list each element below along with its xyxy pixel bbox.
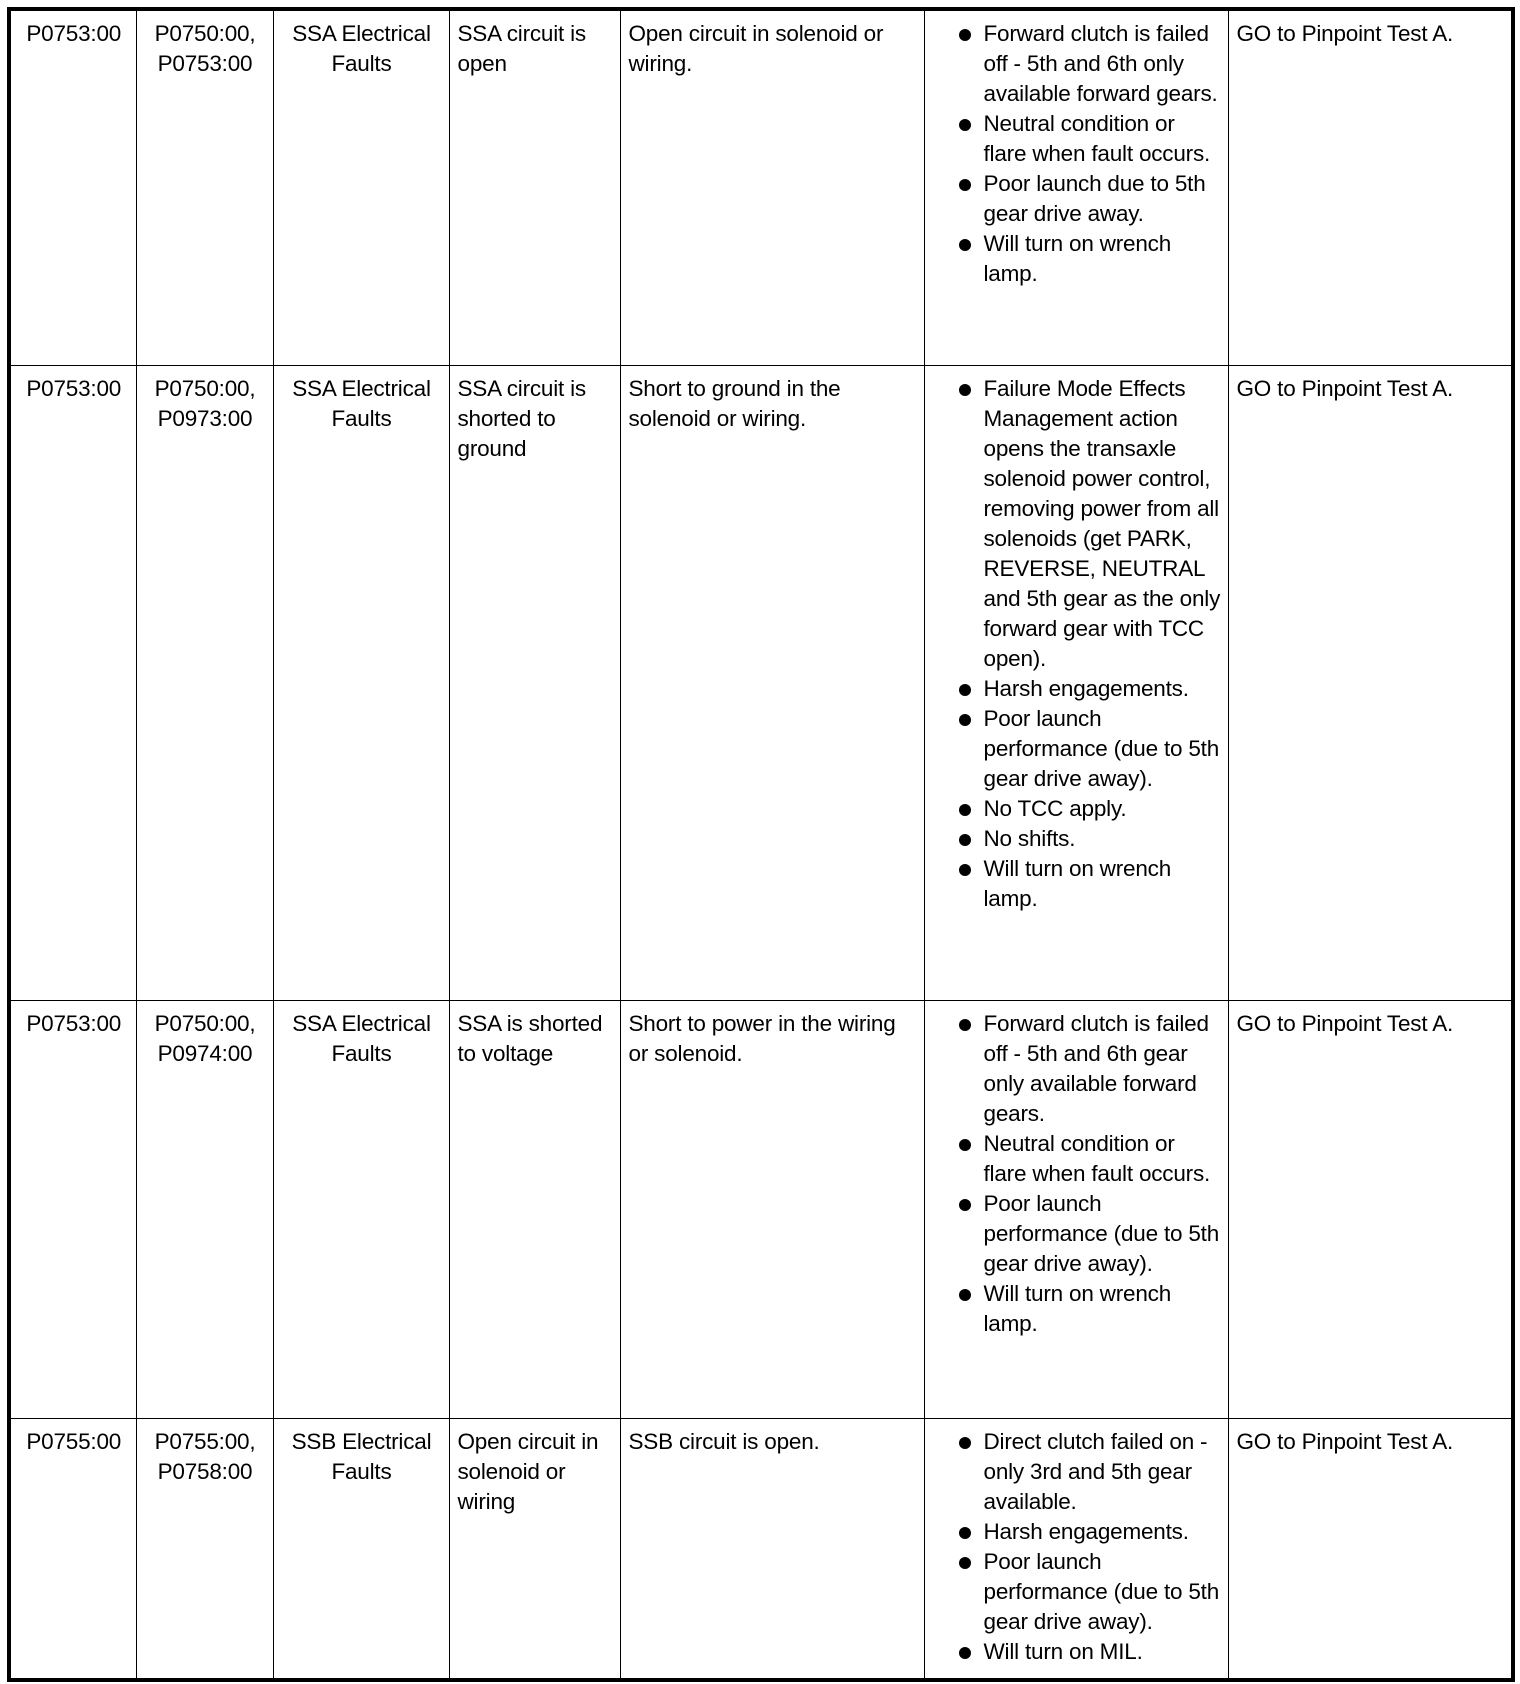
- symptom-item: Poor launch due to 5th gear drive away.: [933, 169, 1221, 229]
- related-code: P0750:00,: [154, 375, 256, 401]
- table-row: P0753:00 P0750:00, P0974:00 SSA Electrical …: [8, 999, 1514, 1419]
- symptom-item: Neutral condition or flare when fault oc…: [933, 109, 1221, 169]
- action-cell: GO to Pinpoint Test A.: [1227, 8, 1514, 366]
- dtc-code: P0753:00: [26, 1010, 122, 1036]
- symptom-item: Neutral condition or flare when fault oc…: [933, 1129, 1221, 1189]
- cause: Short to ground in the solenoid or wirin…: [628, 375, 841, 431]
- related-codes-cell: P0750:00, P0753:00: [135, 8, 274, 366]
- category-cell: SSA Electrical Faults: [272, 999, 450, 1419]
- symptoms-cell: Direct clutch failed on - only 3rd and 5…: [923, 1417, 1229, 1681]
- symptom-item: Poor launch performance (due to 5th gear…: [933, 1189, 1221, 1279]
- condition-cell: SSA circuit is shorted to ground: [448, 364, 621, 1001]
- condition-cell: Open circuit in solenoid or wiring: [448, 1417, 621, 1681]
- category: SSA Electrical Faults: [292, 375, 431, 431]
- cause: Open circuit in solenoid or wiring.: [628, 21, 884, 76]
- action: GO to Pinpoint Test A.: [1236, 1428, 1454, 1454]
- action: GO to Pinpoint Test A.: [1236, 1010, 1454, 1036]
- cause-cell: Open circuit in solenoid or wiring.: [619, 8, 925, 366]
- related-codes-cell: P0750:00, P0973:00: [135, 364, 274, 1001]
- related-codes-cell: P0750:00, P0974:00: [135, 999, 274, 1419]
- symptom-item: Poor launch performance (due to 5th gear…: [933, 1547, 1221, 1637]
- symptom-item: Direct clutch failed on - only 3rd and 5…: [933, 1427, 1221, 1517]
- related-code: P0755:00,: [154, 1428, 256, 1454]
- symptom-item: Harsh engagements.: [933, 1517, 1221, 1547]
- condition-cell: SSA is shorted to voltage: [448, 999, 621, 1419]
- category-cell: SSA Electrical Faults: [272, 364, 450, 1001]
- condition: SSA circuit is shorted to ground: [457, 375, 587, 461]
- action-cell: GO to Pinpoint Test A.: [1227, 1417, 1514, 1681]
- category: SSA Electrical Faults: [292, 1010, 431, 1066]
- condition-cell: SSA circuit is open: [448, 8, 621, 366]
- related-code: P0750:00,: [154, 21, 256, 46]
- symptom-item: Will turn on wrench lamp.: [933, 854, 1221, 914]
- condition: SSA circuit is open: [457, 21, 587, 76]
- table-row: P0753:00 P0750:00, P0753:00 SSA Electrical …: [8, 8, 1514, 366]
- category: SSB Electrical Faults: [291, 1428, 432, 1484]
- cause: Short to power in the wiring or solenoid…: [628, 1010, 896, 1066]
- category: SSA Electrical Faults: [292, 21, 431, 76]
- cause-cell: Short to ground in the solenoid or wirin…: [619, 364, 925, 1001]
- related-code: P0973:00: [157, 405, 253, 431]
- symptom-item: Forward clutch is failed off - 5th and 6…: [933, 1009, 1221, 1129]
- cause-cell: Short to power in the wiring or solenoid…: [619, 999, 925, 1419]
- condition: SSA is shorted to voltage: [457, 1010, 603, 1066]
- action-cell: GO to Pinpoint Test A.: [1227, 364, 1514, 1001]
- dtc-code-cell: P0755:00: [8, 1417, 137, 1681]
- dtc-code-cell: P0753:00: [8, 364, 137, 1001]
- dtc-code-cell: P0753:00: [8, 8, 137, 366]
- symptom-item: Will turn on MIL.: [933, 1637, 1221, 1667]
- condition: Open circuit in solenoid or wiring: [457, 1428, 599, 1514]
- symptom-item: Poor launch performance (due to 5th gear…: [933, 704, 1221, 794]
- symptom-item: Forward clutch is failed off - 5th and 6…: [933, 19, 1221, 109]
- related-code: P0974:00: [157, 1040, 253, 1066]
- table-row: P0755:00 P0755:00, P0758:00 SSB Electrical …: [8, 1417, 1514, 1681]
- cause-cell: SSB circuit is open.: [619, 1417, 925, 1681]
- related-codes-cell: P0755:00, P0758:00: [135, 1417, 274, 1681]
- dtc-code: P0755:00: [26, 1428, 122, 1454]
- symptom-list: Direct clutch failed on - only 3rd and 5…: [933, 1427, 1221, 1667]
- category-cell: SSA Electrical Faults: [272, 8, 450, 366]
- action-cell: GO to Pinpoint Test A.: [1227, 999, 1514, 1419]
- symptoms-cell: Failure Mode Effects Management action o…: [923, 364, 1229, 1001]
- symptom-item: Harsh engagements.: [933, 674, 1221, 704]
- dtc-code: P0753:00: [26, 21, 122, 46]
- symptom-item: Will turn on wrench lamp.: [933, 229, 1221, 289]
- symptoms-cell: Forward clutch is failed off - 5th and 6…: [923, 999, 1229, 1419]
- action: GO to Pinpoint Test A.: [1236, 375, 1454, 401]
- related-code: P0750:00,: [154, 1010, 256, 1036]
- symptom-list: Failure Mode Effects Management action o…: [933, 374, 1221, 914]
- symptoms-cell: Forward clutch is failed off - 5th and 6…: [923, 8, 1229, 366]
- symptom-item: Will turn on wrench lamp.: [933, 1279, 1221, 1339]
- symptom-item: No shifts.: [933, 824, 1221, 854]
- dtc-table: P0753:00 P0750:00, P0753:00 SSA Electrical …: [7, 7, 1515, 1682]
- action: GO to Pinpoint Test A.: [1236, 21, 1454, 46]
- dtc-code-cell: P0753:00: [8, 999, 137, 1419]
- related-code: P0758:00: [157, 1458, 253, 1484]
- table-row: P0753:00 P0750:00, P0973:00 SSA Electrical …: [8, 364, 1514, 1001]
- dtc-code: P0753:00: [26, 375, 122, 401]
- symptom-list: Forward clutch is failed off - 5th and 6…: [933, 1009, 1221, 1339]
- cause: SSB circuit is open.: [628, 1428, 820, 1454]
- symptom-item: No TCC apply.: [933, 794, 1221, 824]
- related-code: P0753:00: [157, 51, 253, 76]
- symptom-item: Failure Mode Effects Management action o…: [933, 374, 1221, 674]
- category-cell: SSB Electrical Faults: [272, 1417, 450, 1681]
- symptom-list: Forward clutch is failed off - 5th and 6…: [933, 19, 1221, 289]
